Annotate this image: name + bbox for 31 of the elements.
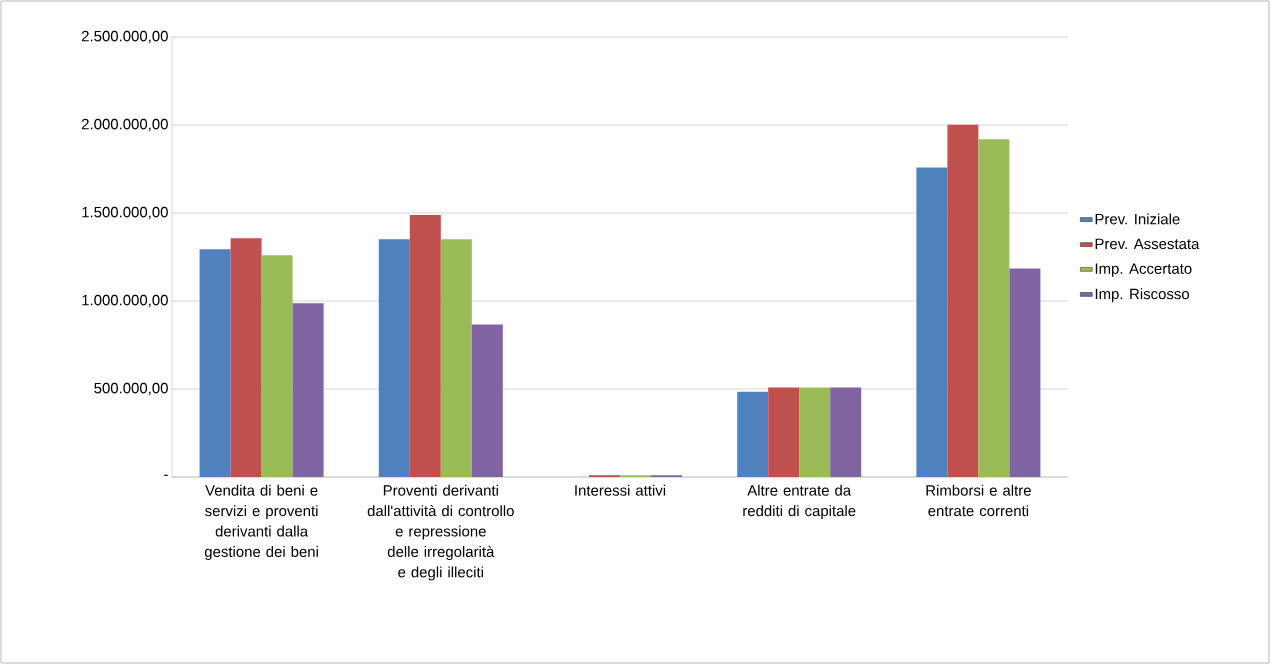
x-tick-label: Interessi attivi <box>575 484 666 496</box>
legend-label: Prev. Iniziale <box>1095 213 1180 225</box>
bar <box>947 124 979 477</box>
x-tick-label: Vendita di beni e servizi e proventi derivanti dalla gestione dei beni <box>204 484 318 560</box>
bar <box>261 255 293 477</box>
y-tick-label: 1.500.000,00 <box>82 206 168 220</box>
x-tick-label: Proventi derivanti dall'attività di controllo e repressione delle irregolarità e degli illeciti <box>367 484 514 581</box>
y-tick-label: 2.000.000,00 <box>81 118 168 132</box>
y-tick-label: - <box>164 474 168 476</box>
legend-label: Prev. Assestata <box>1095 238 1200 250</box>
y-tick-label: 500.000,00 <box>94 382 168 396</box>
bar <box>230 238 262 477</box>
bar <box>409 215 441 477</box>
y-tick-label: 1.000.000,00 <box>82 294 168 308</box>
y-tick-label: 2.500.000,00 <box>81 30 168 44</box>
legend-label: Imp. Accertato <box>1095 263 1192 277</box>
bar <box>292 303 324 477</box>
bar <box>471 324 503 477</box>
bar <box>199 249 231 477</box>
bar <box>1009 268 1041 477</box>
x-tick-label: Rimborsi e altre entrate correnti <box>926 484 1031 517</box>
bar <box>737 391 769 477</box>
bar <box>916 167 948 477</box>
legend-label: Imp. Riscosso <box>1095 288 1190 303</box>
bar <box>830 387 862 477</box>
bar <box>378 239 410 477</box>
bar <box>440 239 472 477</box>
x-tick-label: Altre entrate da redditi di capitale <box>743 484 856 520</box>
bar <box>768 387 800 477</box>
bar <box>978 139 1010 477</box>
bar <box>799 387 831 477</box>
